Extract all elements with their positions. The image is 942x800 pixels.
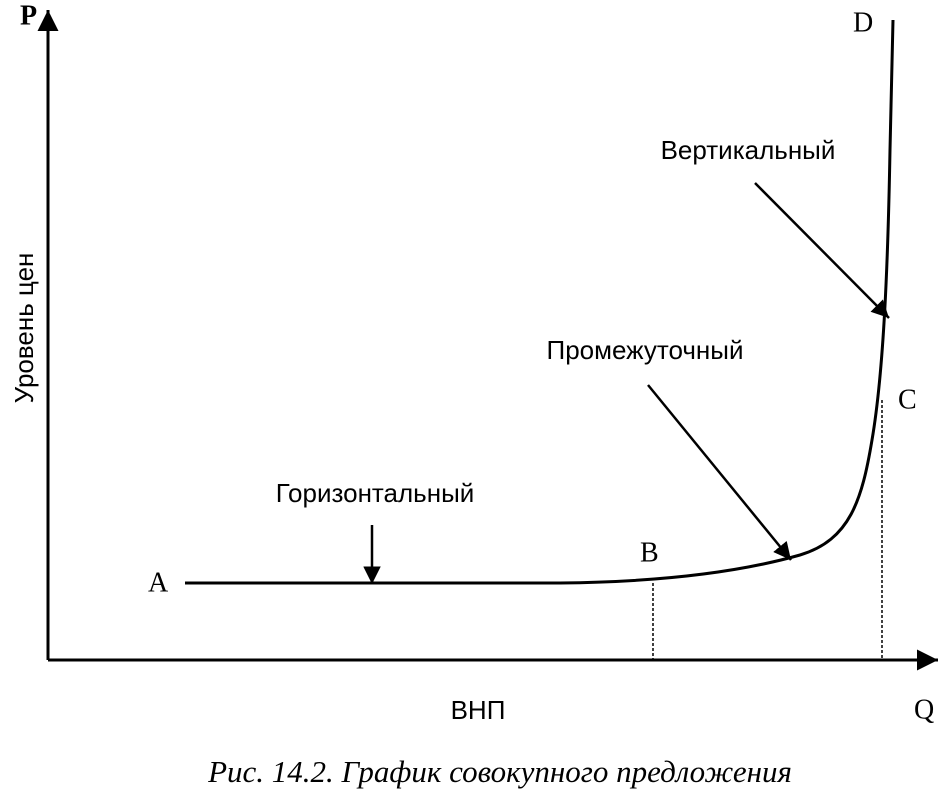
y-axis-letter: P (20, 0, 37, 31)
arrow-intermediate (647, 384, 792, 561)
arrow-vertical (754, 182, 890, 319)
segment-label: Промежуточный (547, 335, 744, 365)
caption: Рис. 14.2. График совокупного предложени… (207, 754, 792, 789)
point-label: B (640, 537, 659, 568)
point-label: C (898, 384, 917, 415)
segment-label: Горизонтальный (276, 478, 475, 508)
point-label: D (853, 7, 873, 38)
x-axis-letter: Q (914, 694, 934, 725)
x-axis-title: ВНП (451, 695, 506, 725)
point-label: A (148, 567, 169, 598)
y-axis-title: Уровень цен (9, 253, 39, 404)
supply-curve (185, 19, 895, 585)
segment-label: Вертикальный (661, 135, 836, 165)
